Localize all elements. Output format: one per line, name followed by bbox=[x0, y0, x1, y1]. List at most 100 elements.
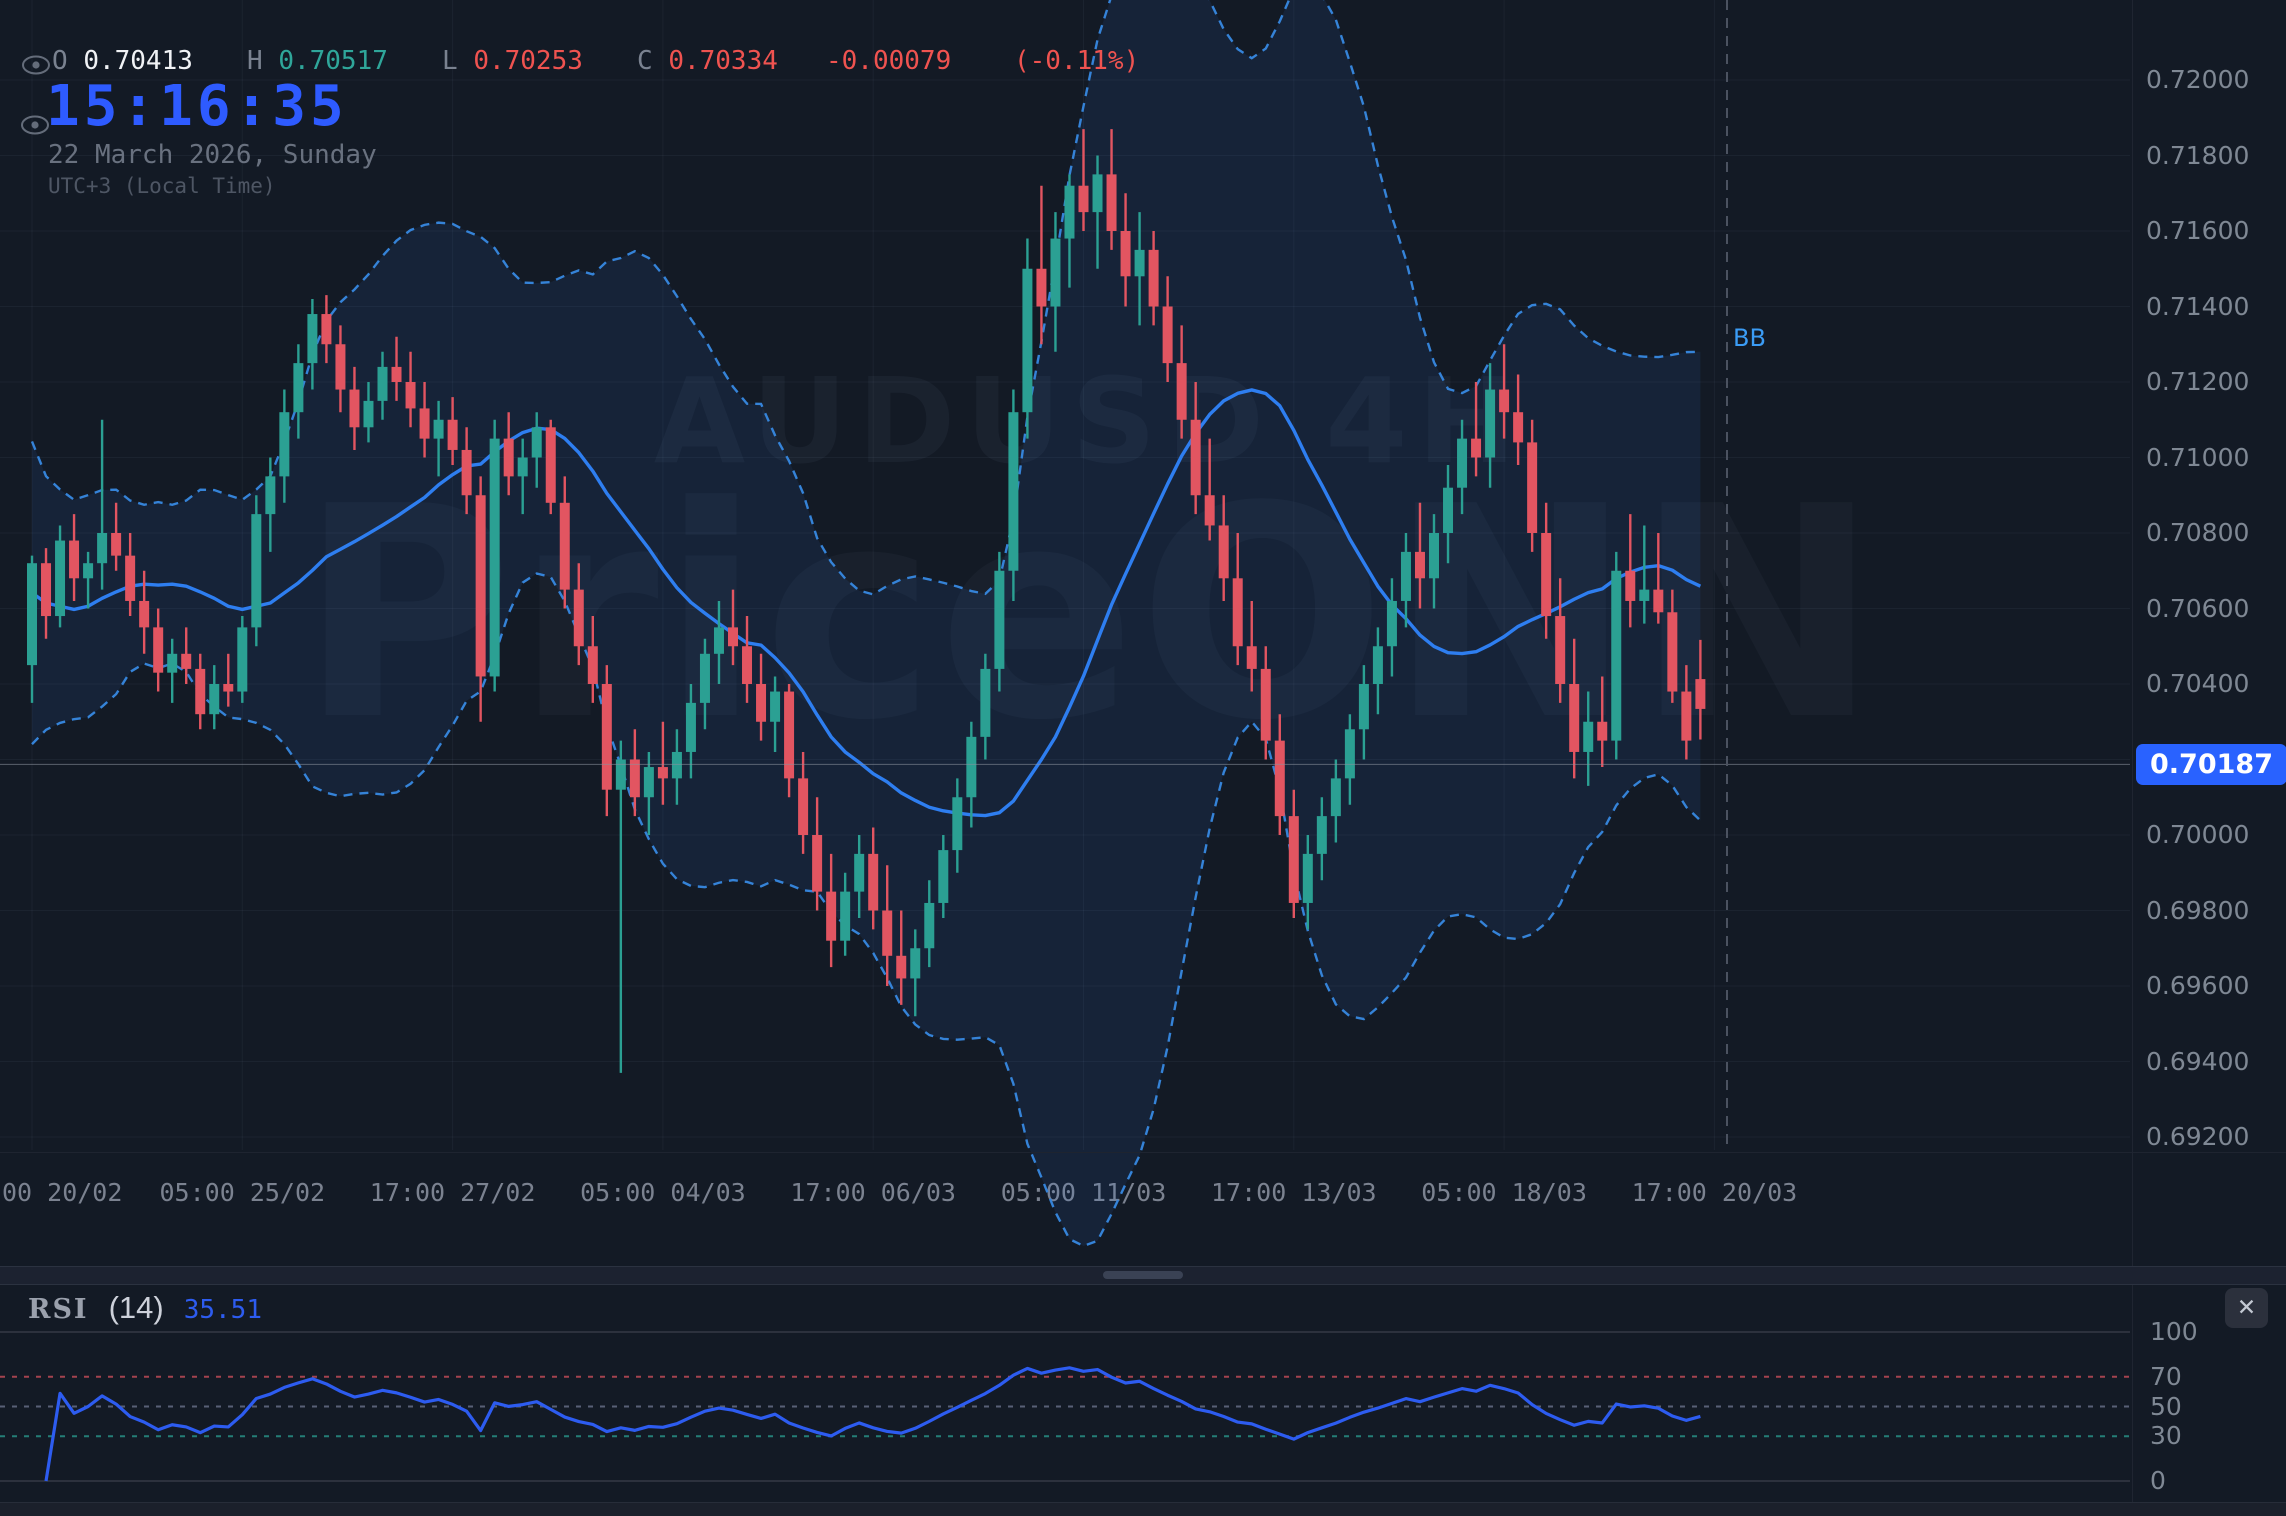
rsi-tick-label: 30 bbox=[2150, 1421, 2182, 1451]
candle-body bbox=[545, 427, 556, 503]
time-axis-separator bbox=[0, 1152, 2286, 1153]
candle-body bbox=[447, 419, 458, 450]
candle-body bbox=[1190, 419, 1201, 496]
candle-body bbox=[1092, 174, 1103, 213]
candle-body bbox=[1414, 551, 1425, 579]
rsi-title[interactable]: RSI bbox=[28, 1294, 89, 1325]
price-tick-label: 0.70800 bbox=[2146, 518, 2250, 547]
candle-body bbox=[1302, 853, 1313, 903]
candle-body bbox=[1513, 412, 1524, 443]
time-tick-label: 05:00 25/02 bbox=[159, 1178, 326, 1207]
rsi-value: 35.51 bbox=[183, 1295, 262, 1325]
candle-body bbox=[924, 902, 935, 949]
candle-body bbox=[826, 891, 837, 941]
candle-body bbox=[1078, 185, 1089, 213]
candle-body bbox=[798, 778, 809, 835]
candle-body bbox=[111, 533, 122, 556]
candle-body bbox=[1218, 525, 1229, 579]
candle-body bbox=[251, 514, 262, 628]
candle-body bbox=[559, 502, 570, 590]
time-tick-label: 17:00 13/03 bbox=[1211, 1178, 1377, 1207]
bb-fill bbox=[32, 0, 1701, 1246]
candle-body bbox=[573, 589, 584, 647]
candle-body bbox=[1639, 589, 1650, 601]
close-icon: ✕ bbox=[2236, 1295, 2257, 1321]
candle-body bbox=[657, 767, 668, 779]
eye-icon[interactable] bbox=[18, 52, 54, 78]
price-tick-label: 0.69800 bbox=[2146, 895, 2250, 925]
rsi-tick-label: 0 bbox=[2150, 1466, 2166, 1495]
rsi-header: RSI (14) 35.51 bbox=[28, 1290, 262, 1326]
candle-body bbox=[41, 563, 52, 617]
candle-body bbox=[377, 366, 388, 401]
time-tick-label: 17:00 20/03 bbox=[1631, 1178, 1798, 1207]
price-tick-label: 0.69400 bbox=[2146, 1046, 2250, 1076]
candle-body bbox=[770, 691, 781, 722]
candle-body bbox=[433, 419, 444, 439]
candle-body bbox=[1008, 412, 1019, 571]
candle-body bbox=[994, 570, 1005, 669]
price-tick-label: 0.70600 bbox=[2146, 593, 2250, 623]
price-tick-label: 0.71000 bbox=[2146, 442, 2250, 472]
candle-body bbox=[335, 344, 346, 390]
candle-body bbox=[587, 646, 598, 684]
candle-body bbox=[1064, 185, 1075, 239]
candle-body bbox=[728, 627, 738, 647]
candle-body bbox=[181, 653, 192, 669]
candle-body bbox=[1429, 533, 1439, 579]
candle-body bbox=[1050, 238, 1061, 307]
close-label: C bbox=[637, 46, 653, 76]
candle-body bbox=[896, 955, 907, 979]
candle-body bbox=[1400, 551, 1411, 601]
price-tick-label: 0.71600 bbox=[2146, 216, 2250, 245]
candle-body bbox=[97, 533, 108, 564]
candle-body bbox=[265, 476, 276, 515]
rsi-close-button[interactable]: ✕ bbox=[2225, 1288, 2268, 1328]
candle-body bbox=[27, 563, 37, 666]
time-tick-label: 00 20/02 bbox=[2, 1178, 123, 1207]
candle-body bbox=[1625, 570, 1636, 601]
candle-body bbox=[167, 653, 178, 673]
candle-body bbox=[840, 891, 851, 941]
candle-body bbox=[1597, 721, 1608, 741]
price-tick-label: 0.69600 bbox=[2146, 971, 2250, 1000]
candle-body bbox=[1344, 729, 1355, 779]
candle-body bbox=[503, 438, 514, 477]
price-tick-label: 0.72000 bbox=[2146, 65, 2250, 94]
time-tick-label: 05:00 11/03 bbox=[1001, 1178, 1167, 1207]
pane-resize-handle[interactable] bbox=[1103, 1271, 1183, 1279]
candle-body bbox=[1246, 646, 1257, 669]
legend-close: C 0.70334 bbox=[637, 46, 778, 76]
price-tick-label: 0.70400 bbox=[2146, 669, 2250, 698]
candle-body bbox=[349, 389, 360, 428]
candle-body bbox=[756, 684, 767, 722]
candle-body bbox=[209, 684, 220, 715]
rsi-panel bbox=[0, 1331, 2130, 1482]
candle-body bbox=[307, 314, 318, 364]
candle-body bbox=[363, 400, 374, 428]
low-value: 0.70253 bbox=[473, 46, 583, 76]
bb-upper-line bbox=[30, 0, 1701, 596]
candle-body bbox=[237, 627, 248, 692]
candle-body bbox=[489, 438, 500, 677]
eye-icon[interactable] bbox=[17, 112, 53, 138]
candle-body bbox=[83, 563, 94, 579]
candle-body bbox=[1541, 533, 1552, 617]
candle-body bbox=[1288, 816, 1299, 903]
candle-body bbox=[1611, 570, 1622, 741]
candle-body bbox=[461, 449, 472, 496]
candle-body bbox=[742, 646, 753, 684]
candle-body bbox=[1555, 616, 1566, 684]
candle-body bbox=[713, 627, 724, 654]
candle-body bbox=[671, 751, 682, 779]
change-percent-value: (-0.11%) bbox=[1014, 46, 1140, 76]
rsi-tick-label: 100 bbox=[2150, 1317, 2198, 1346]
candle-body bbox=[139, 600, 150, 628]
legend-open: O 0.70413 bbox=[52, 46, 193, 76]
high-label: H bbox=[247, 46, 263, 76]
candle-body bbox=[699, 653, 710, 703]
candle-body bbox=[1036, 268, 1047, 307]
candle-body bbox=[812, 835, 823, 892]
